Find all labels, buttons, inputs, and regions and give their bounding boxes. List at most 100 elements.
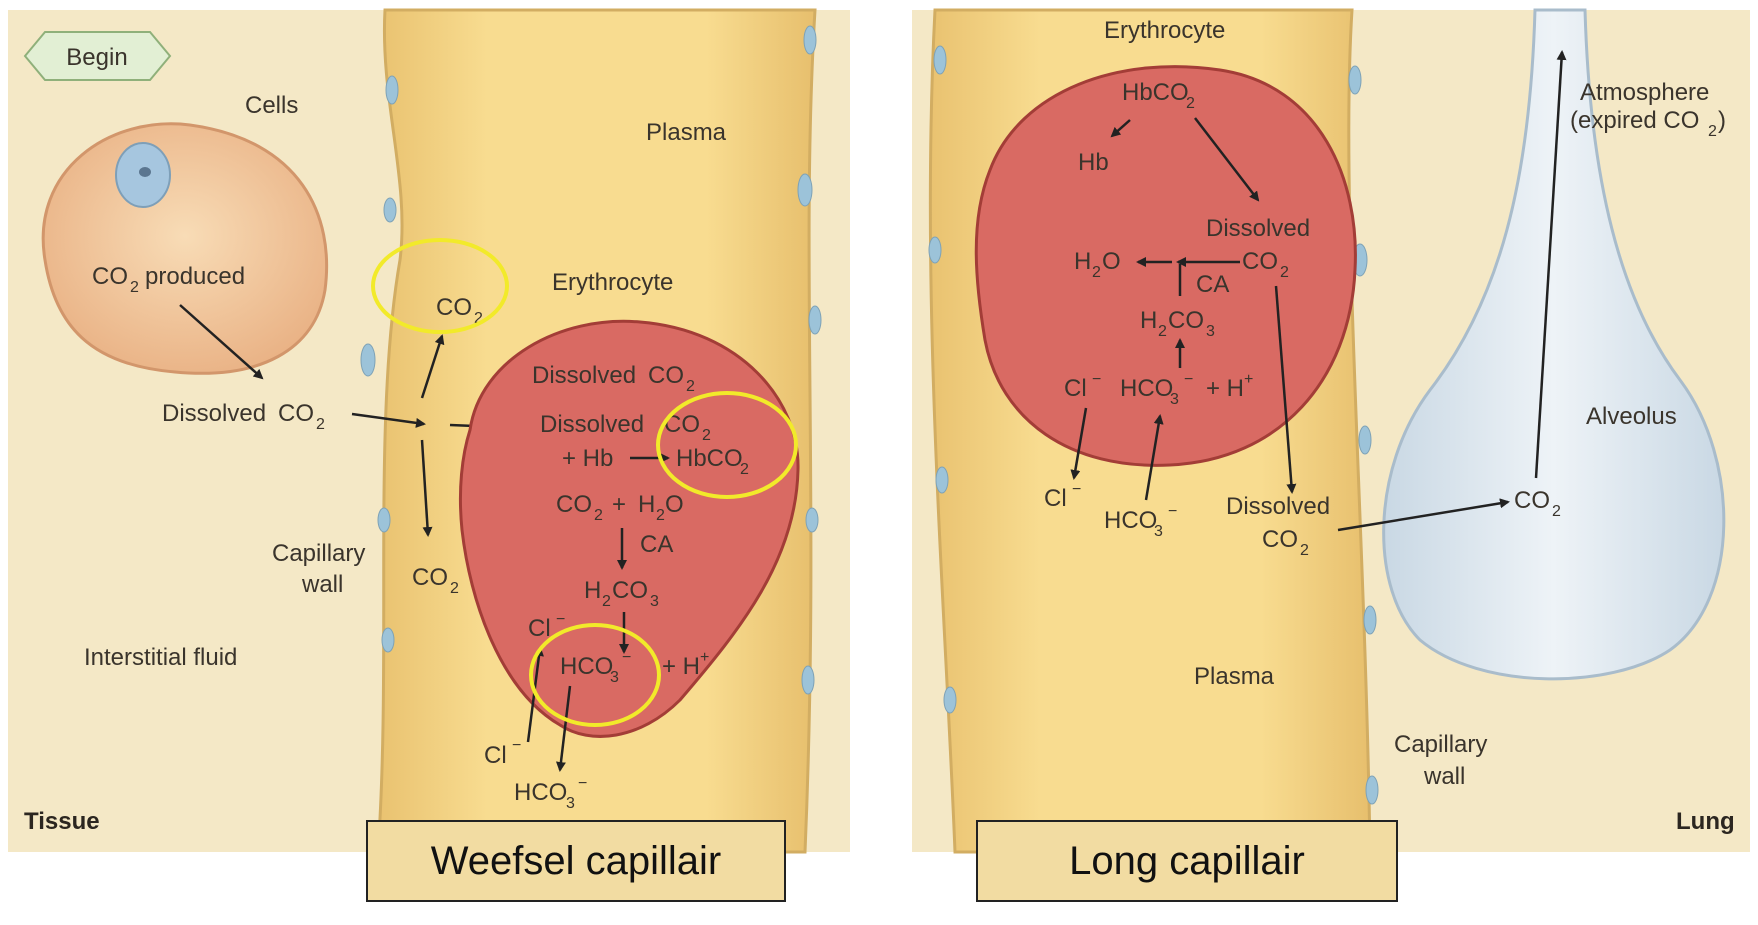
plasma-label-lung: Plasma [1194, 663, 1275, 690]
ery-hco3-sub: 3 [610, 669, 619, 686]
lung-dissolved: Dissolved [1206, 215, 1310, 242]
expired-paren: ) [1718, 107, 1726, 134]
plasma-hco3-sub: 3 [566, 795, 575, 812]
dissolved-co2-tissue: Dissolved [162, 400, 266, 427]
lung-ery-h-plus-sup: + [1244, 371, 1253, 388]
capillary-wall-lung-2: wall [1423, 763, 1465, 790]
arrow-to-plasma-dissolved [1274, 285, 1297, 494]
lung-plasma-dissolved-co: CO [1262, 526, 1298, 553]
ery-h2co3-h: H [584, 577, 601, 604]
lung-h2co3-h: H [1140, 307, 1157, 334]
lung-ery-hco3-sup: − [1184, 371, 1193, 388]
ery-h2co3-sub3: 3 [650, 593, 659, 610]
atmosphere-label: Atmosphere [1580, 79, 1709, 106]
cells-label: Cells [245, 92, 298, 119]
plasma-co2-upper-sub: 2 [474, 310, 483, 327]
alveolus-co2-sub: 2 [1552, 503, 1561, 520]
lung-hbco2: HbCO [1122, 79, 1189, 106]
lung-plasma-cl: Cl [1044, 485, 1067, 512]
ery-h-plus-sup: + [700, 649, 709, 666]
plasma-co2-upper: CO [436, 294, 472, 321]
capillary-wall-tissue-1: Capillary [272, 540, 365, 567]
lung-ca: CA [1196, 271, 1229, 298]
arrow-lung-hco3-in [1144, 414, 1164, 501]
lung-h2o-sub: 2 [1092, 264, 1101, 281]
ery-h2co3-sub2: 2 [602, 593, 611, 610]
ery-cl-sup: − [556, 611, 565, 628]
plasma-co2-lower: CO [412, 564, 448, 591]
erythrocyte-tissue [458, 319, 800, 738]
ery-h-plus: + H [662, 653, 700, 680]
ery-dissolved-upper-sub: 2 [686, 378, 695, 395]
ery-h2co3-co: CO [612, 577, 648, 604]
alveolus-shape [1382, 8, 1726, 681]
lung-plasma-hco3: HCO [1104, 507, 1157, 534]
lung-hb: Hb [1078, 149, 1109, 176]
plasma-hco3: HCO [514, 779, 567, 806]
lung-h2co3-sub2: 2 [1158, 323, 1167, 340]
lung-plasma-dissolved: Dissolved [1226, 493, 1330, 520]
erythrocyte-lung [974, 65, 1357, 467]
ery-h2o-o: O [665, 491, 684, 518]
lung-plasma-hco3-sup: − [1168, 503, 1177, 520]
ery-co2-h2o-sub: 2 [594, 507, 603, 524]
lung-plasma-dissolved-sub: 2 [1300, 542, 1309, 559]
lung-corner-label: Lung [1676, 808, 1735, 835]
tissue-corner-label: Tissue [24, 808, 100, 835]
alveolus-co2: CO [1514, 487, 1550, 514]
ery-h2o-sub: 2 [656, 507, 665, 524]
lung-ery-hco3-sub: 3 [1170, 391, 1179, 408]
arrow-to-atmosphere [1534, 50, 1567, 479]
dissolved-co2-tissue-co: CO [278, 400, 314, 427]
ery-h2o-h: H [638, 491, 655, 518]
tissue-panel: Begin Cells CO 2 produced Dissolved CO 2… [8, 8, 850, 854]
ery-hco3-sup: − [622, 649, 631, 666]
capillary-wall-lung-1: Capillary [1394, 731, 1487, 758]
ery-plus-hb: + Hb [562, 445, 613, 472]
ery-dissolved-main: Dissolved [540, 411, 644, 438]
ery-cl: Cl [528, 615, 551, 642]
dissolved-co2-tissue-sub: 2 [316, 416, 325, 433]
plasma-cl: Cl [484, 742, 507, 769]
arrow-to-co2-lower [420, 439, 433, 537]
lung-h2co3-co: CO [1168, 307, 1204, 334]
ery-co2-h2o-co: CO [556, 491, 592, 518]
interstitial-fluid-label: Interstitial fluid [84, 644, 237, 671]
arrow-dissolved-to-junction [351, 412, 426, 428]
arrow-to-co2-upper [420, 334, 445, 399]
plasma-co2-lower-sub: 2 [450, 580, 459, 597]
lung-dissolved-sub: 2 [1280, 264, 1289, 281]
lung-hbco2-sub: 2 [1186, 95, 1195, 112]
lung-wall-cells [928, 45, 1379, 805]
caption-tissue: Weefsel capillair [366, 820, 786, 902]
co2-produced-sub: 2 [130, 279, 139, 296]
lung-dissolved-co: CO [1242, 248, 1278, 275]
lung-plasma-cl-sup: − [1072, 481, 1081, 498]
lung-ery-cl-sup: − [1092, 371, 1101, 388]
ery-ca: CA [640, 531, 673, 558]
plasma-cl-sup: − [512, 737, 521, 754]
lung-h2o-o: O [1102, 248, 1121, 275]
arrow-to-hb [1110, 119, 1131, 138]
lung-ery-hco3: HCO [1120, 375, 1173, 402]
ery-plus-h2o-plus: + [612, 491, 626, 518]
plasma-label-tissue: Plasma [646, 119, 727, 146]
lung-ery-h-plus: + H [1206, 375, 1244, 402]
ery-dissolved-main-sub: 2 [702, 427, 711, 444]
ery-dissolved-upper-co: CO [648, 362, 684, 389]
erythrocyte-label-lung: Erythrocyte [1104, 17, 1225, 44]
tissue-cell [41, 122, 329, 375]
begin-label: Begin [66, 44, 127, 71]
plasma-hco3-sup: − [578, 775, 587, 792]
lung-panel: Erythrocyte HbCO 2 Hb Dissolved CO 2 H 2… [912, 8, 1750, 854]
arrow-hco3-out [555, 685, 572, 772]
co2-produced-co: CO [92, 263, 128, 290]
ery-hbco2-sub: 2 [740, 461, 749, 478]
arrow-cell-to-dissolved [179, 304, 264, 380]
lung-plasma-hco3-sub: 3 [1154, 523, 1163, 540]
ery-hbco2: HbCO [676, 445, 743, 472]
begin-badge [23, 31, 172, 81]
arrow-to-alveolus-co2 [1337, 498, 1510, 532]
